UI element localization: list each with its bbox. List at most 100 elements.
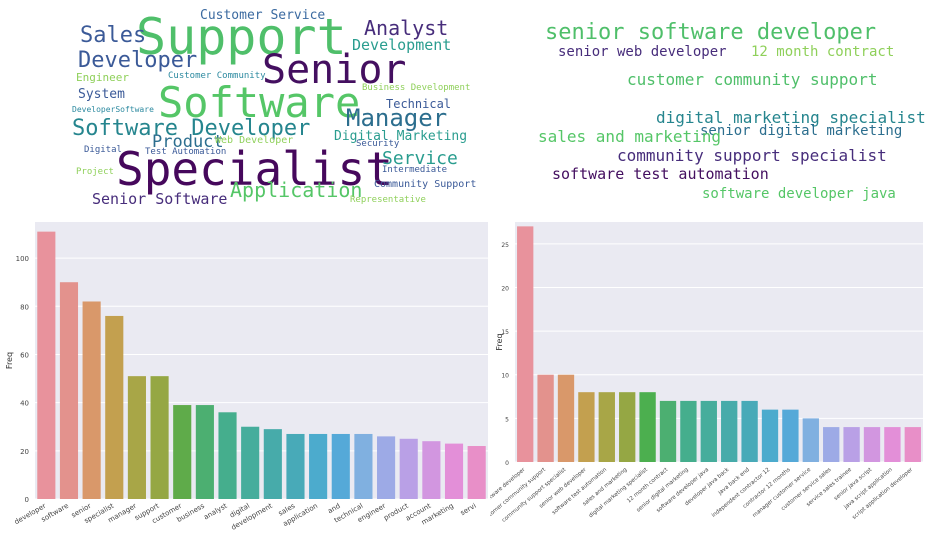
wordcloud-word: Manager bbox=[346, 104, 448, 132]
bar bbox=[467, 446, 486, 499]
bar bbox=[782, 409, 799, 462]
bar bbox=[537, 374, 554, 462]
bar bbox=[659, 400, 677, 462]
wordcloud-single-words: Support Customer Service Analyst Sales Devel… bbox=[0, 0, 477, 210]
y-tick-label: 20 bbox=[20, 448, 29, 456]
bar bbox=[286, 433, 305, 499]
y-tick-label: 25 bbox=[501, 242, 509, 249]
bar bbox=[37, 231, 56, 500]
y-tick-label: 0 bbox=[505, 460, 509, 467]
bar bbox=[863, 427, 881, 462]
wordcloud-word: Security bbox=[356, 139, 400, 149]
y-tick-label: 20 bbox=[501, 285, 509, 292]
wordcloud-word: Engineer bbox=[76, 71, 129, 84]
y-axis-label: Freq bbox=[495, 333, 504, 350]
wordcloud-word: Customer Service bbox=[200, 8, 326, 23]
bar bbox=[82, 301, 101, 499]
wordcloud-word: Project bbox=[76, 167, 114, 177]
wordcloud-word: Intermediate bbox=[382, 165, 448, 175]
wordcloud-word: senior digital marketing bbox=[700, 123, 903, 139]
y-axis-label: Freq bbox=[5, 352, 14, 369]
bar bbox=[309, 433, 328, 499]
bar bbox=[802, 418, 819, 462]
bar bbox=[721, 400, 738, 462]
bar bbox=[843, 427, 860, 462]
wordcloud-phrases: senior software developer senior web deve… bbox=[476, 0, 951, 210]
wordcloud-word: Service bbox=[382, 148, 458, 169]
wordcloud-word: customer community support bbox=[627, 70, 878, 89]
bar bbox=[127, 376, 146, 499]
bar bbox=[517, 226, 534, 462]
x-tick-label: servi bbox=[459, 502, 478, 517]
y-tick-label: 80 bbox=[20, 303, 29, 311]
wordcloud-word: Technical bbox=[386, 97, 452, 111]
y-tick-label: 60 bbox=[20, 351, 29, 359]
bar bbox=[241, 426, 260, 499]
wordcloud-word: software developer java bbox=[702, 186, 896, 202]
bar bbox=[422, 441, 441, 499]
y-tick-label: 100 bbox=[16, 255, 29, 263]
y-tick-label: 0 bbox=[25, 496, 29, 504]
wordcloud-word: Development bbox=[352, 36, 452, 54]
wordcloud-word: Senior bbox=[262, 47, 407, 93]
wordcloud-word: Digital bbox=[84, 145, 122, 155]
bar bbox=[354, 433, 373, 499]
wordcloud-word: System bbox=[78, 87, 125, 102]
bar bbox=[761, 409, 779, 462]
wordcloud-word: Application bbox=[230, 178, 363, 202]
bar bbox=[218, 412, 237, 499]
bar bbox=[741, 400, 758, 462]
bar bbox=[377, 436, 396, 499]
bar bbox=[263, 429, 282, 499]
bar bbox=[150, 376, 169, 499]
bar-chart-trigram-phrases: 0510152025senior software developercusto… bbox=[490, 222, 923, 524]
wordcloud-word: community support specialist bbox=[617, 146, 887, 165]
wordcloud-word: senior web developer bbox=[558, 44, 727, 60]
wordcloud-word: Test Automation bbox=[145, 147, 227, 157]
bar bbox=[578, 392, 595, 462]
wordcloud-word: Senior Software bbox=[92, 190, 228, 208]
wordcloud-word: Support bbox=[136, 8, 347, 66]
wordcloud-word: 12 month contract bbox=[751, 44, 895, 60]
wordcloud-word: digital marketing specialist bbox=[656, 108, 926, 127]
wordcloud-word: Community Support bbox=[374, 179, 477, 190]
bar bbox=[331, 433, 350, 499]
wordcloud-word: Product bbox=[152, 132, 224, 152]
bar bbox=[557, 374, 575, 462]
bar bbox=[598, 392, 615, 462]
bar bbox=[444, 443, 464, 499]
wordcloud-word: Software Developer bbox=[72, 116, 311, 141]
wordcloud-word: senior software developer bbox=[545, 20, 877, 45]
bar bbox=[399, 438, 418, 499]
bar bbox=[105, 315, 124, 499]
x-tick-label: analyst bbox=[202, 502, 228, 522]
wordcloud-word: Developer bbox=[78, 48, 198, 73]
wordcloud-word: Specialist bbox=[116, 142, 393, 196]
wordcloud-word: Representative bbox=[350, 195, 426, 205]
wordcloud-word: Digital Marketing bbox=[334, 129, 468, 144]
wordcloud-word: Software bbox=[158, 78, 361, 127]
bar bbox=[639, 392, 656, 462]
bar bbox=[195, 405, 214, 499]
wordcloud-word: DeveloperSoftware bbox=[72, 105, 154, 114]
y-tick-label: 5 bbox=[505, 416, 509, 423]
wordcloud-word: sales and marketing bbox=[538, 127, 722, 146]
bar bbox=[59, 282, 79, 499]
y-tick-label: 40 bbox=[20, 400, 29, 408]
bar bbox=[884, 427, 901, 462]
y-tick-label: 15 bbox=[501, 329, 509, 336]
bar bbox=[680, 400, 697, 462]
wordcloud-word: software test automation bbox=[552, 165, 769, 183]
wordcloud-word: Business Development bbox=[362, 83, 471, 93]
bar bbox=[619, 392, 636, 462]
y-tick-label: 10 bbox=[501, 373, 509, 380]
wordcloud-word: Sales bbox=[80, 23, 147, 48]
bar bbox=[904, 427, 921, 462]
wordcloud-word: Customer Community bbox=[168, 71, 266, 81]
bar bbox=[700, 400, 717, 462]
plot-area bbox=[35, 222, 488, 499]
bar bbox=[173, 405, 192, 499]
wordcloud-word: Analyst bbox=[364, 16, 449, 40]
bar bbox=[823, 427, 840, 462]
